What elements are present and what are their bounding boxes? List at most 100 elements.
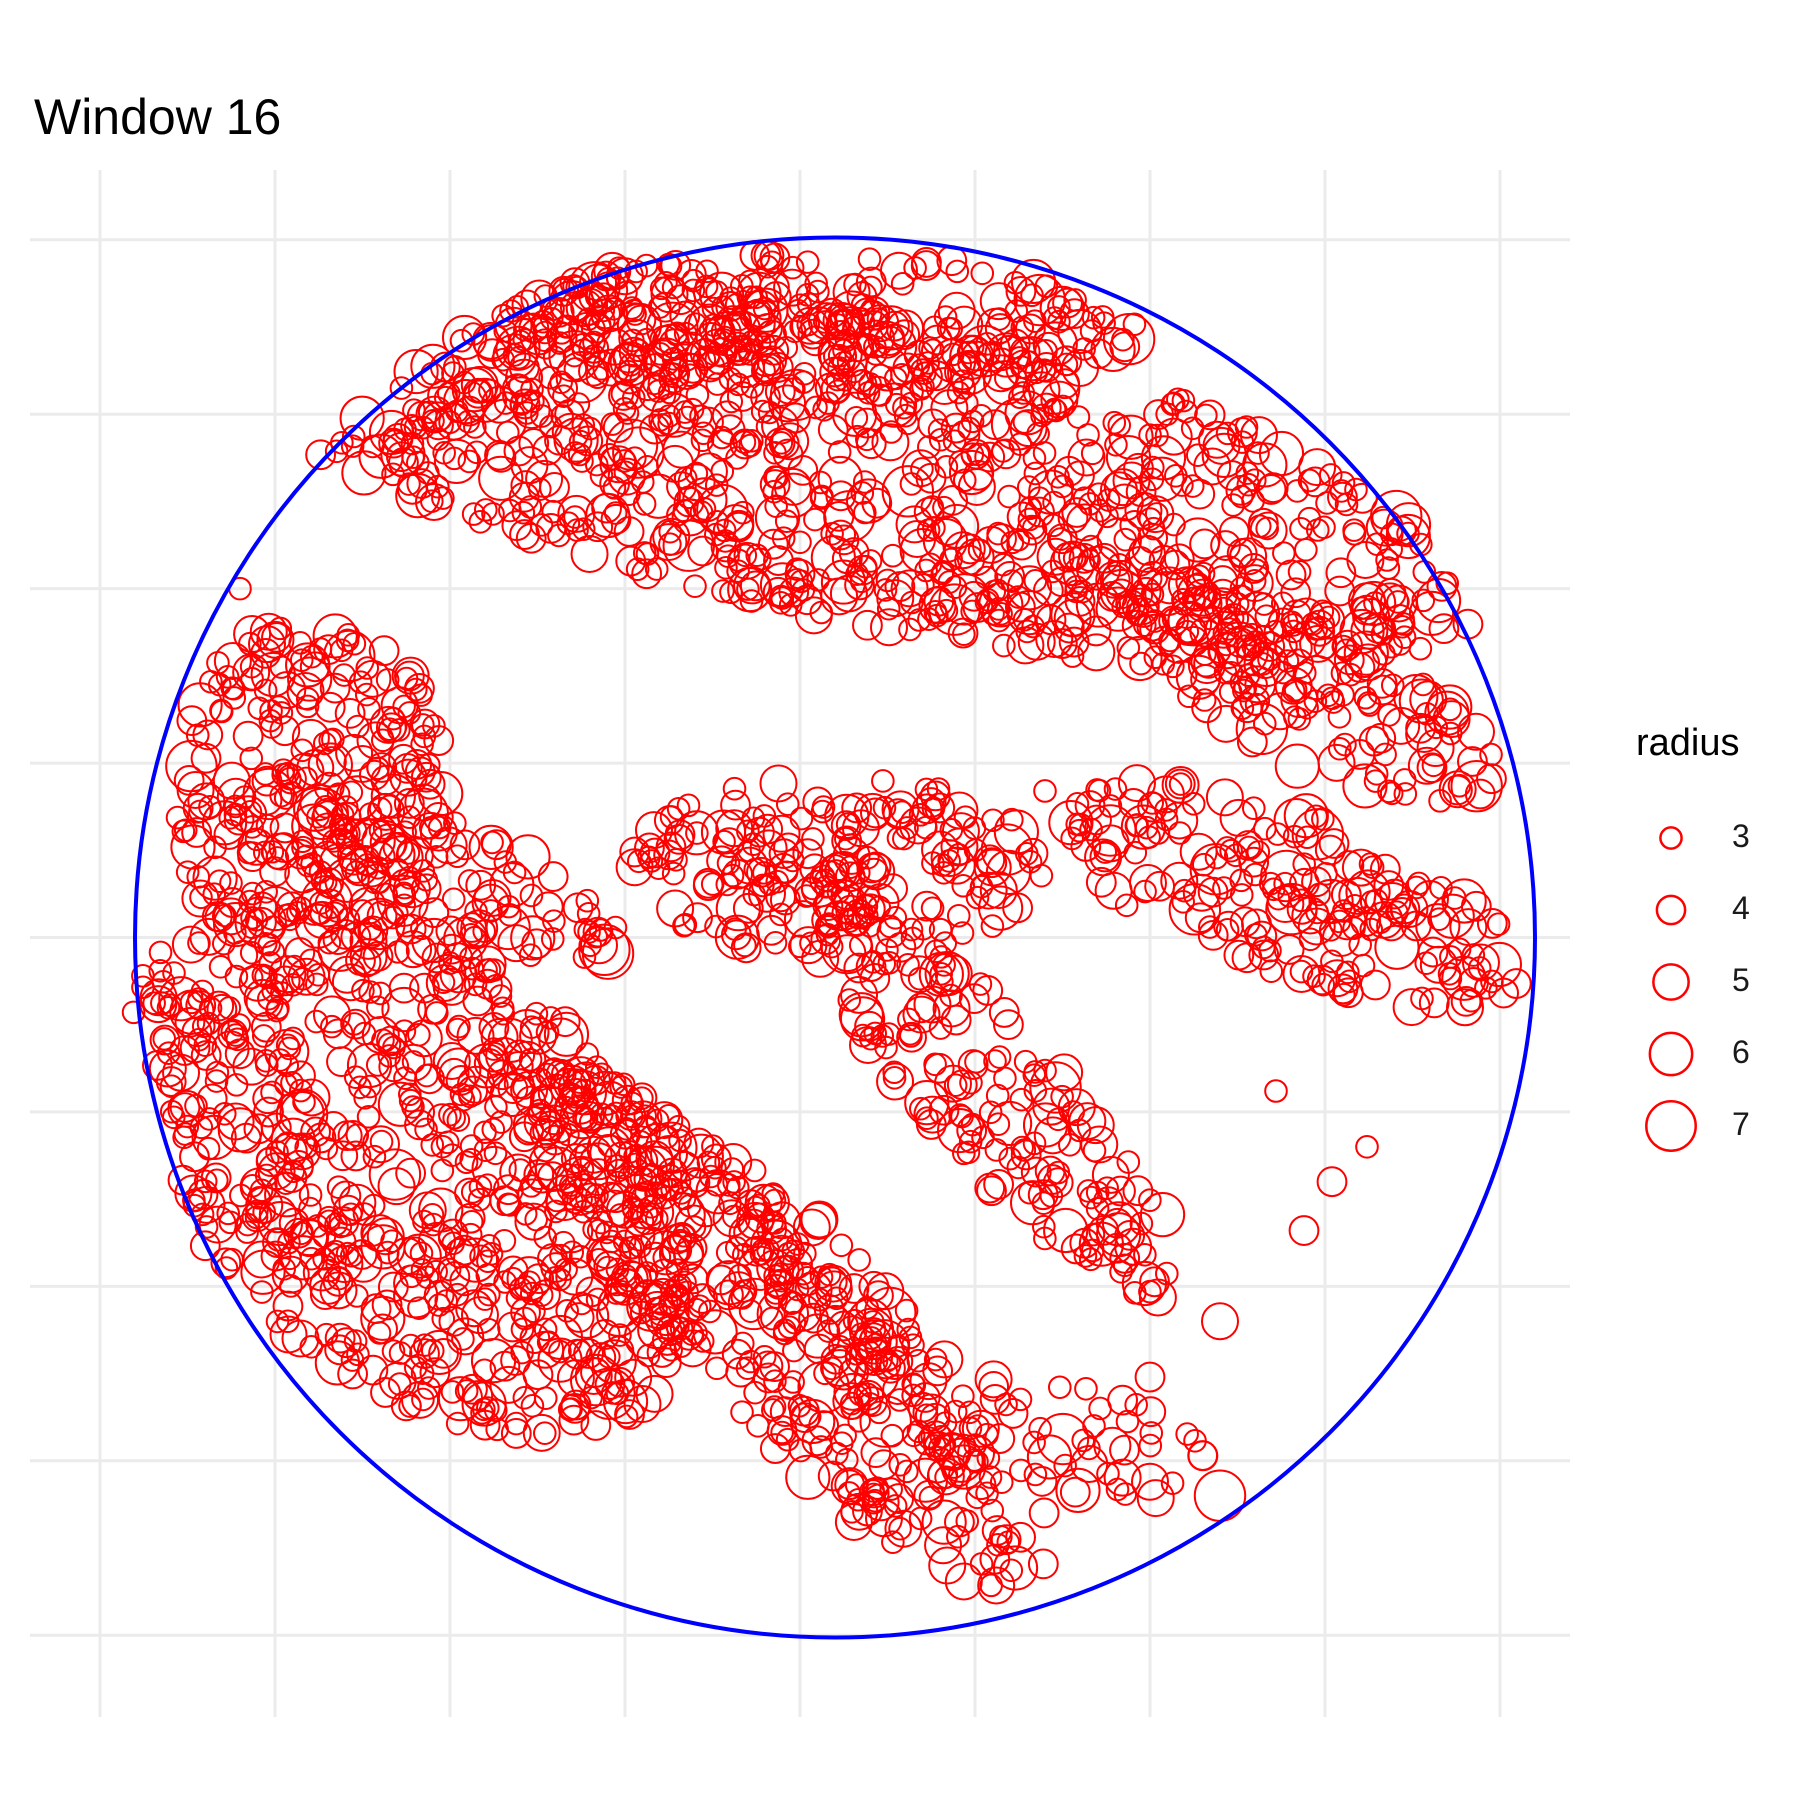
- data-point-2384: [524, 1001, 549, 1026]
- data-point-705: [1244, 558, 1268, 582]
- data-point-1473: [1223, 843, 1248, 868]
- data-point-2299: [451, 1327, 475, 1351]
- data-point-701: [1044, 398, 1068, 423]
- data-point-681: [845, 424, 870, 449]
- data-point-3418: [1187, 1440, 1219, 1472]
- data-point-1105: [555, 314, 580, 339]
- data-point-2670: [299, 1335, 324, 1359]
- data-point-1117: [773, 268, 812, 307]
- data-point-3260: [865, 1476, 889, 1500]
- data-point-2213: [540, 927, 565, 951]
- data-point-1223: [1457, 746, 1488, 777]
- data-point-1815: [1082, 1138, 1107, 1163]
- data-point-3409: [1026, 1466, 1058, 1497]
- data-point-2645: [251, 1024, 276, 1048]
- data-point-1635: [924, 792, 956, 824]
- data-point-1963: [332, 663, 356, 687]
- data-point-1637: [976, 847, 1008, 879]
- data-point-2609: [454, 1150, 479, 1175]
- data-point-2469: [304, 1009, 329, 1034]
- data-point-2205: [244, 827, 269, 852]
- data-point-1349: [1260, 849, 1313, 903]
- data-point-2636: [274, 903, 298, 928]
- data-point-825: [948, 449, 995, 496]
- data-point-1457: [1085, 778, 1109, 802]
- chart-title: Window 16: [34, 89, 282, 145]
- data-point-3092: [643, 1230, 689, 1276]
- data-point-2629: [344, 1244, 383, 1283]
- data-point-2735: [459, 945, 483, 970]
- data-point-1147: [675, 258, 707, 290]
- data-point-1381: [1081, 804, 1112, 836]
- data-point-4: [1107, 413, 1132, 438]
- data-point-444: [600, 503, 632, 535]
- data-point-1552: [1000, 807, 1024, 832]
- data-point-2854: [584, 1055, 609, 1079]
- data-point-2184: [576, 901, 601, 926]
- data-point-1467: [1215, 918, 1240, 942]
- data-point-2509: [445, 1064, 477, 1096]
- data-point-1269: [1148, 625, 1180, 657]
- data-point-1781: [843, 952, 875, 984]
- data-point-2458: [208, 954, 233, 979]
- data-point-2909: [240, 1173, 265, 1198]
- data-point-433: [1411, 588, 1436, 613]
- data-point-1696: [634, 832, 665, 864]
- data-point-2725: [410, 1361, 435, 1385]
- data-point-3174: [721, 1338, 753, 1370]
- data-point-1442: [1238, 846, 1270, 878]
- data-point-3117: [738, 1299, 763, 1324]
- data-point-3203: [924, 1526, 963, 1565]
- data-point-3213: [608, 1203, 633, 1227]
- data-point-3227: [770, 1420, 794, 1445]
- data-point-2098: [368, 635, 400, 667]
- data-point-1376: [1418, 987, 1450, 1019]
- data-point-3120: [724, 1236, 749, 1260]
- data-point-3206: [888, 1452, 913, 1477]
- data-point-1884: [1101, 1207, 1133, 1239]
- data-point-1959: [287, 656, 333, 702]
- data-point-2999: [589, 1062, 614, 1087]
- data-point-712: [1258, 430, 1305, 477]
- data-point-1150: [681, 268, 706, 293]
- data-point-1504: [1321, 919, 1360, 958]
- data-point-2968: [472, 1397, 496, 1422]
- data-point-668: [571, 517, 596, 541]
- data-point-1470: [1392, 988, 1431, 1027]
- data-point-2329: [149, 1024, 181, 1056]
- data-point-2930: [274, 1171, 298, 1195]
- data-point-1135: [760, 250, 784, 275]
- data-point-1469: [1246, 840, 1271, 864]
- data-point-1702: [914, 777, 939, 802]
- data-point-3362: [696, 1150, 721, 1175]
- data-point-1276: [1143, 645, 1168, 670]
- data-point-887: [806, 568, 830, 592]
- data-point-2083: [236, 840, 261, 865]
- data-point-1123: [683, 312, 708, 337]
- data-point-1847: [1034, 1155, 1066, 1187]
- data-point-2229: [480, 830, 504, 855]
- data-point-1163: [825, 313, 850, 337]
- data-point-70: [441, 314, 488, 361]
- data-point-3368: [827, 1334, 852, 1359]
- data-point-2216: [588, 918, 613, 942]
- data-point-2482: [488, 984, 513, 1008]
- data-point-784: [666, 502, 690, 527]
- data-point-1718: [923, 1052, 947, 1077]
- data-point-661: [1012, 607, 1037, 632]
- data-point-3435: [1022, 1430, 1046, 1455]
- data-point-818: [599, 445, 638, 484]
- data-point-2613: [331, 963, 370, 1002]
- data-point-824: [1346, 541, 1385, 580]
- data-point-847: [550, 404, 574, 428]
- data-point-3396: [989, 1525, 1013, 1549]
- data-point-1363: [1243, 862, 1268, 887]
- data-point-1833: [946, 1069, 978, 1101]
- data-point-1671: [765, 869, 790, 894]
- data-point-2537: [377, 1081, 424, 1127]
- data-point-3447: [1316, 1166, 1348, 1198]
- data-point-2094: [314, 691, 346, 723]
- data-point-2016: [300, 644, 324, 669]
- data-point-2786: [217, 1018, 249, 1050]
- data-point-1874: [830, 879, 862, 910]
